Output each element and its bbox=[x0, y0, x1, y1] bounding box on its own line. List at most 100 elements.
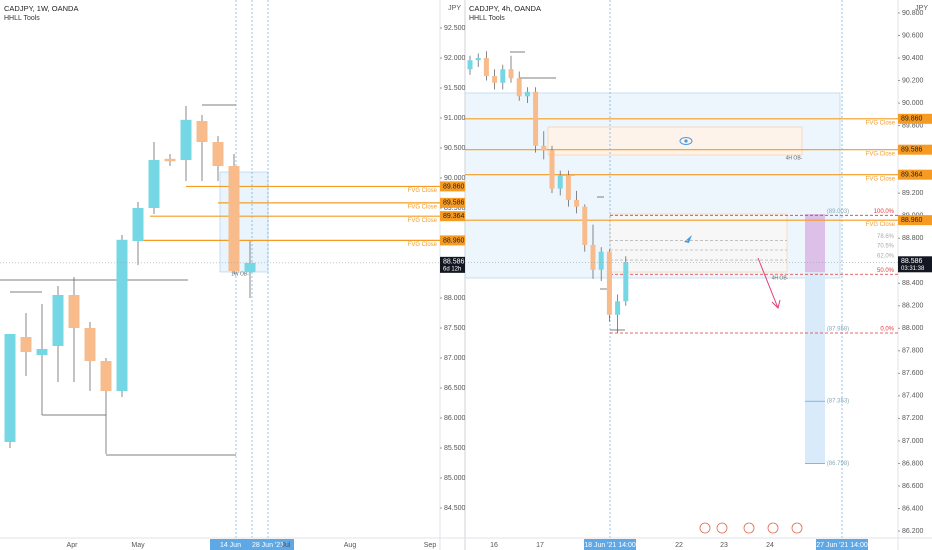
level-axis-label: 89.860 bbox=[901, 116, 923, 123]
y-tick-label: 86.200 bbox=[902, 528, 924, 535]
candle-body bbox=[557, 175, 563, 189]
level-axis-box bbox=[898, 144, 932, 155]
x-tick-label: Aug bbox=[344, 542, 357, 549]
x-tick-label: 23 bbox=[720, 542, 728, 549]
candle-body bbox=[132, 208, 144, 242]
annotation: 1W OB- bbox=[231, 271, 249, 277]
candle-body bbox=[180, 119, 192, 161]
candle-body bbox=[148, 160, 160, 209]
chart-subtitle: HHLL Tools bbox=[4, 15, 40, 22]
candle-body bbox=[483, 58, 489, 77]
projection-box bbox=[805, 272, 825, 464]
candle-body bbox=[541, 145, 547, 151]
level-axis-label: 89.364 bbox=[443, 213, 465, 220]
level-note: FVG Close bbox=[408, 204, 438, 210]
candle-body bbox=[582, 206, 588, 245]
y-tick-label: 85.500 bbox=[444, 445, 466, 452]
candle-body bbox=[228, 166, 240, 272]
y-tick-label: 91.500 bbox=[444, 85, 466, 92]
y-tick-label: 89.800 bbox=[902, 122, 924, 129]
x-tick-label: Jul bbox=[282, 542, 291, 549]
ob-box bbox=[547, 126, 803, 156]
level-axis-label: 89.586 bbox=[443, 200, 465, 207]
y-tick-label: 87.200 bbox=[902, 415, 924, 422]
level-axis-label: 89.586 bbox=[901, 147, 923, 154]
x-label-bg bbox=[816, 539, 868, 550]
last-price-box bbox=[440, 256, 465, 273]
chart-title: CADJPY, 1W, OANDA bbox=[4, 4, 78, 13]
candle-body bbox=[4, 334, 16, 443]
fib-pct: 62.0% bbox=[877, 254, 895, 260]
y-tick-label: 87.000 bbox=[444, 355, 466, 362]
y-tick-label: 85.000 bbox=[444, 475, 466, 482]
y-tick-label: 87.500 bbox=[444, 325, 466, 332]
y-tick-label: 88.200 bbox=[902, 303, 924, 310]
event bbox=[699, 522, 711, 534]
y-tick-label: 87.000 bbox=[902, 438, 924, 445]
candle-body bbox=[68, 295, 80, 329]
level-axis-box bbox=[440, 197, 465, 208]
level-note: FVG Close bbox=[866, 151, 896, 157]
candle-body bbox=[244, 262, 256, 273]
level-note: FVG Close bbox=[408, 218, 438, 224]
event bbox=[716, 522, 728, 534]
y-tick-label: 90.000 bbox=[902, 100, 924, 107]
candle-body bbox=[549, 150, 555, 189]
candle-body bbox=[574, 199, 580, 207]
level-note: FVG Close bbox=[866, 120, 896, 126]
y-tick-label: 89.200 bbox=[902, 190, 924, 197]
y-tick-label: 90.800 bbox=[902, 10, 924, 17]
x-tick-label: 27 Jun '21 14:00 bbox=[816, 542, 868, 549]
x-tick-label: 17 bbox=[536, 542, 544, 549]
arrow bbox=[757, 257, 781, 309]
y-tick-label: 86.400 bbox=[902, 505, 924, 512]
fib-pct: 100.0% bbox=[874, 209, 895, 215]
candle-body bbox=[508, 69, 514, 79]
candle-body bbox=[516, 78, 522, 97]
y-tick-label: 87.800 bbox=[902, 348, 924, 355]
candle-body bbox=[606, 251, 612, 315]
x-label-bg bbox=[210, 539, 262, 550]
x-tick-label: Sep bbox=[424, 542, 437, 549]
candle-body bbox=[475, 58, 481, 61]
x-tick-label: 24 bbox=[766, 542, 774, 549]
y-tick-label: 90.400 bbox=[902, 55, 924, 62]
level-axis-box bbox=[440, 181, 465, 192]
rocket-icon bbox=[684, 235, 692, 243]
x-label-bg bbox=[584, 539, 636, 550]
level-axis-box bbox=[898, 169, 932, 180]
candle-body bbox=[565, 175, 571, 200]
y-tick-label: 88.800 bbox=[902, 235, 924, 242]
y-tick-label: 89.500 bbox=[444, 205, 466, 212]
candle-body bbox=[623, 262, 629, 302]
axis-label: JPY bbox=[448, 5, 461, 12]
y-tick-label: 92.000 bbox=[444, 55, 466, 62]
level-axis-box bbox=[898, 113, 932, 124]
y-tick-label: 90.200 bbox=[902, 77, 924, 84]
x-tick-label: 22 bbox=[675, 542, 683, 549]
x-tick-label: 16 bbox=[490, 542, 498, 549]
y-tick-label: 86.500 bbox=[444, 385, 466, 392]
candle-body bbox=[36, 349, 48, 356]
last-price-label: 88.586 bbox=[901, 258, 923, 265]
y-tick-label: 90.600 bbox=[902, 32, 924, 39]
level-note: FVG Close bbox=[866, 222, 896, 228]
candle-body bbox=[500, 69, 506, 83]
fib-pct: 78.6% bbox=[877, 234, 895, 240]
candle-body bbox=[590, 244, 596, 270]
level-axis-label: 88.960 bbox=[443, 237, 465, 244]
y-tick-label: 86.000 bbox=[444, 415, 466, 422]
candle-body bbox=[533, 91, 539, 146]
y-tick-label: 86.600 bbox=[902, 483, 924, 490]
y-tick-label: 91.000 bbox=[444, 115, 466, 122]
candle-body bbox=[20, 337, 32, 353]
fib-price: (87.958) bbox=[827, 327, 849, 333]
event bbox=[767, 522, 779, 534]
candle-body bbox=[492, 76, 498, 83]
y-tick-label: 84.500 bbox=[444, 505, 466, 512]
annotation: 4H OB- bbox=[786, 155, 803, 161]
candle-body bbox=[116, 239, 128, 392]
x-label-bg bbox=[242, 539, 294, 550]
countdown: 03:31:38 bbox=[901, 266, 925, 272]
